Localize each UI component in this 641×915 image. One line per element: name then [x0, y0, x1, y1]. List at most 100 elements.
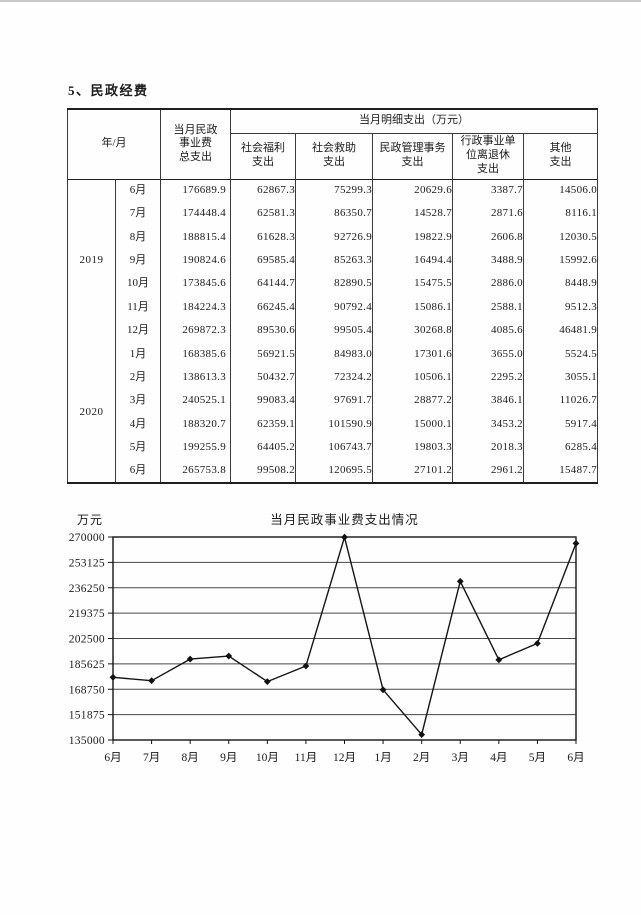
chart-canvas: 270000 253125 236250 219375 202500 185625 1687… — [69, 532, 585, 764]
expenditure-line-chart: 万元 当月民政事业费支出情况 270000 253125 236250 219375 2… — [0, 503, 641, 793]
col-header-social-welfare: 社会福利 支出 — [230, 133, 296, 179]
col-header-admin-affairs: 民政管理事务 支出 — [372, 133, 453, 179]
value-cell: 62867.3 — [230, 178, 296, 203]
data-point-marker — [341, 533, 348, 541]
data-point-marker — [418, 731, 426, 738]
col-header-retirement: 行政事业单 位离退休 支出 — [452, 133, 524, 179]
month-cell: 5月 — [115, 436, 161, 460]
y-axis-tick-label: 135000 — [69, 735, 105, 747]
data-point-marker — [225, 652, 233, 660]
table-row: 11月 184224.3 66245.4 90792.4 15086.1 2588.1 95… — [68, 295, 599, 320]
total-expenditure-cell: 184224.3 — [160, 295, 231, 320]
value-cell: 97691.7 — [295, 389, 373, 413]
total-expenditure-cell: 138613.3 — [160, 366, 231, 390]
table-row: 5月 199255.9 64405.2 106743.7 19803.3 2018.3 62… — [68, 436, 599, 460]
data-point-marker — [148, 677, 155, 685]
value-cell: 120695.5 — [295, 459, 373, 484]
data-point-marker — [263, 678, 271, 685]
value-cell: 62581.3 — [230, 202, 296, 226]
month-cell: 10月 — [115, 272, 161, 296]
y-axis-tick-label: 151875 — [69, 710, 105, 722]
value-cell: 3387.7 — [452, 178, 524, 203]
value-cell: 14528.7 — [372, 202, 453, 226]
table-row: 2019 6月 176689.9 62867.3 75299.3 20629.6 3387.… — [67, 178, 599, 343]
total-expenditure-cell: 168385.6 — [160, 342, 231, 367]
value-cell: 2886.0 — [452, 272, 524, 296]
value-cell: 2588.1 — [452, 295, 524, 320]
value-cell: 19803.3 — [372, 436, 453, 460]
total-expenditure-cell: 269872.3 — [160, 319, 231, 343]
col-header-detail-group: 当月明细支出（万元） — [229, 109, 599, 134]
value-cell: 5524.5 — [522, 342, 599, 367]
value-cell: 2295.2 — [452, 366, 524, 390]
value-cell: 64405.2 — [230, 436, 296, 460]
value-cell: 20629.6 — [372, 178, 453, 203]
table-row: 7月 174448.4 62581.3 86350.7 14528.7 2871.6 811… — [68, 202, 599, 226]
col-header-total-expenditure: 当月民政 事业费 总支出 — [160, 109, 231, 179]
x-axis-tick-label: 7月 — [143, 752, 160, 764]
value-cell: 16494.4 — [372, 249, 453, 273]
total-expenditure-cell: 188320.7 — [160, 412, 231, 437]
value-cell: 3655.0 — [452, 342, 524, 367]
month-cell: 3月 — [115, 389, 161, 413]
x-axis-tick-label: 10月 — [256, 752, 279, 764]
month-cell: 6月 — [115, 178, 161, 203]
month-cell: 8月 — [115, 225, 161, 250]
value-cell: 2606.8 — [452, 225, 524, 250]
col-header-social-assistance: 社会救助 支出 — [295, 133, 373, 179]
x-axis-tick-label: 5月 — [529, 752, 546, 764]
value-cell: 3846.1 — [452, 389, 524, 413]
value-cell: 3055.1 — [522, 366, 599, 390]
value-cell: 75299.3 — [295, 178, 373, 203]
data-point-marker — [495, 656, 503, 664]
year-cell: 2019 — [67, 178, 116, 343]
value-cell: 15086.1 — [372, 295, 453, 320]
table-row: 3月 240525.1 99083.4 97691.7 28877.2 3846.1 110… — [68, 389, 599, 413]
value-cell: 89530.6 — [230, 319, 296, 343]
value-cell: 66245.4 — [230, 295, 296, 320]
value-cell: 14506.0 — [522, 178, 599, 203]
x-axis-tick-label: 12月 — [333, 752, 356, 764]
value-cell: 5917.4 — [522, 412, 599, 437]
value-cell: 90792.4 — [295, 295, 373, 320]
total-expenditure-cell: 174448.4 — [160, 202, 231, 226]
month-cell: 4月 — [115, 412, 161, 437]
total-expenditure-cell: 176689.9 — [160, 178, 231, 203]
chart-title: 当月民政事业费支出情况 — [270, 513, 419, 527]
month-cell: 7月 — [115, 202, 161, 226]
value-cell: 92726.9 — [295, 225, 373, 250]
month-cell: 1月 — [115, 342, 161, 367]
value-cell: 8116.1 — [522, 202, 599, 226]
value-cell: 15992.6 — [522, 249, 599, 273]
table-header: 年/月 当月民政 事业费 总支出 当月明细支出（万元） 社会福利 支出 社会救助… — [67, 109, 599, 179]
value-cell: 9512.3 — [522, 295, 599, 320]
value-cell: 15475.5 — [372, 272, 453, 296]
value-cell: 86350.7 — [295, 202, 373, 226]
month-cell: 12月 — [115, 319, 161, 343]
value-cell: 2961.2 — [452, 459, 524, 484]
x-axis-tick-label: 3月 — [452, 752, 469, 764]
value-cell: 3488.9 — [452, 249, 524, 273]
x-axis-tick-label: 6月 — [567, 752, 584, 764]
value-cell: 62359.1 — [230, 412, 296, 437]
value-cell: 56921.5 — [230, 342, 296, 367]
month-cell: 11月 — [115, 295, 161, 320]
value-cell: 99508.2 — [230, 459, 296, 484]
value-cell: 101590.9 — [295, 412, 373, 437]
value-cell: 50432.7 — [230, 366, 296, 390]
x-axis-tick-label: 1月 — [374, 752, 391, 764]
value-cell: 85263.3 — [295, 249, 373, 273]
x-axis-tick-label: 6月 — [104, 752, 121, 764]
x-axis-tick-label: 11月 — [295, 752, 318, 764]
data-point-marker — [109, 673, 117, 681]
value-cell: 106743.7 — [295, 436, 373, 460]
x-axis-tick-label: 4月 — [490, 752, 507, 764]
data-point-marker — [456, 577, 464, 585]
value-cell: 2018.3 — [452, 436, 524, 460]
table-row: 4月 188320.7 62359.1 101590.9 15000.1 3453.2 59… — [68, 412, 599, 437]
value-cell: 64144.7 — [230, 272, 296, 296]
total-expenditure-cell: 265753.8 — [160, 459, 231, 484]
table-row: 9月 190824.6 69585.4 85263.3 16494.4 3488.9 159… — [68, 249, 599, 273]
data-point-marker — [302, 662, 310, 670]
